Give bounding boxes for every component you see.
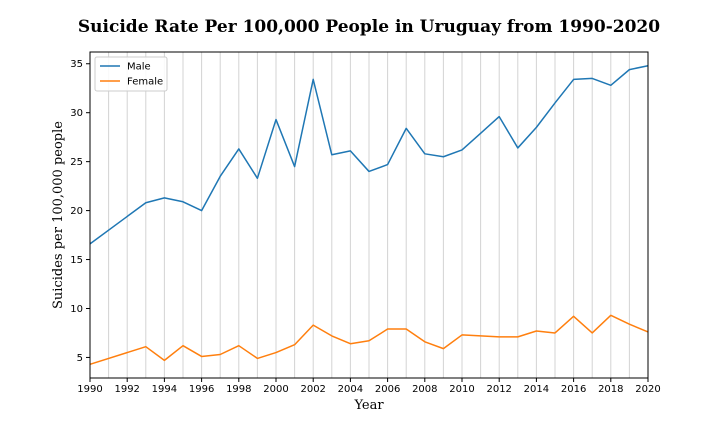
- x-tick-label: 2016: [561, 384, 586, 395]
- y-tick-label: 5: [77, 353, 83, 364]
- x-tick-label: 2014: [524, 384, 549, 395]
- x-tick-label: 2010: [449, 384, 474, 395]
- x-tick-label: 1992: [114, 384, 139, 395]
- x-tick-label: 2018: [598, 384, 623, 395]
- x-tick-label: 1998: [226, 384, 251, 395]
- grid-lines: [108, 52, 630, 378]
- x-tick-label: 2012: [486, 384, 511, 395]
- chart-title: Suicide Rate Per 100,000 People in Urugu…: [78, 17, 660, 37]
- x-tick-label: 2006: [375, 384, 400, 395]
- axis-ticks: 1990 1992 1994 1996 1998 2000 2002 2004 2006 2008…: [70, 59, 660, 395]
- x-tick-label: 1990: [77, 384, 102, 395]
- x-tick-label: 1996: [189, 384, 214, 395]
- y-axis-label: Suicides per 100,000 people: [51, 121, 66, 309]
- plot-area-frame: [89, 51, 649, 379]
- x-tick-label: 2020: [635, 384, 660, 395]
- y-tick-label: 10: [70, 304, 83, 315]
- y-tick-label: 20: [70, 206, 83, 217]
- y-tick-label: 25: [70, 157, 83, 168]
- x-tick-label: 2008: [412, 384, 437, 395]
- series-lines: [89, 64, 649, 366]
- series-line-male: [89, 64, 649, 245]
- x-axis-label: Year: [353, 398, 384, 413]
- y-tick-label: 35: [70, 59, 83, 70]
- x-tick-label: 2004: [338, 384, 363, 395]
- legend: Male Female: [94, 56, 168, 92]
- x-tick-label: 2002: [300, 384, 325, 395]
- x-tick-label: 1994: [152, 384, 177, 395]
- legend-label-female: Female: [127, 77, 163, 88]
- legend-label-male: Male: [127, 62, 151, 73]
- x-tick-label: 2000: [263, 384, 288, 395]
- y-tick-label: 30: [70, 108, 83, 119]
- y-tick-label: 15: [70, 255, 83, 266]
- series-line-female: [89, 314, 649, 366]
